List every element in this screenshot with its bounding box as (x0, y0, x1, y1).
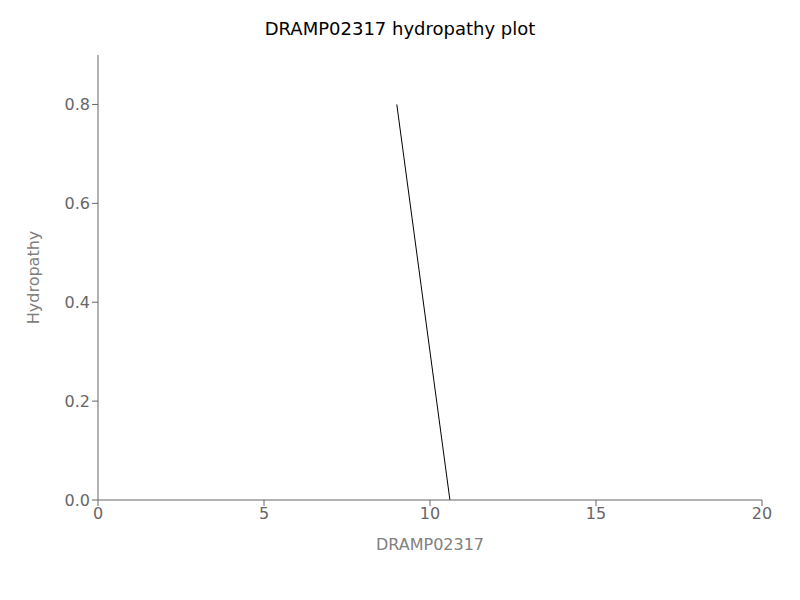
svg-text:20: 20 (752, 504, 772, 523)
svg-text:Hydropathy: Hydropathy (24, 231, 43, 325)
svg-text:0.8: 0.8 (65, 95, 90, 114)
svg-text:DRAMP02317: DRAMP02317 (376, 535, 484, 554)
svg-text:0.2: 0.2 (65, 392, 90, 411)
svg-text:5: 5 (259, 504, 269, 523)
svg-text:0.6: 0.6 (65, 194, 90, 213)
svg-text:0.0: 0.0 (65, 491, 90, 510)
svg-text:0.4: 0.4 (65, 293, 90, 312)
html-text:DRAMP02317 hydropathy plot: DRAMP02317 hydropathy plot (264, 18, 536, 39)
svg-text:10: 10 (420, 504, 440, 523)
svg-text:15: 15 (586, 504, 606, 523)
svg-text:0: 0 (93, 504, 103, 523)
